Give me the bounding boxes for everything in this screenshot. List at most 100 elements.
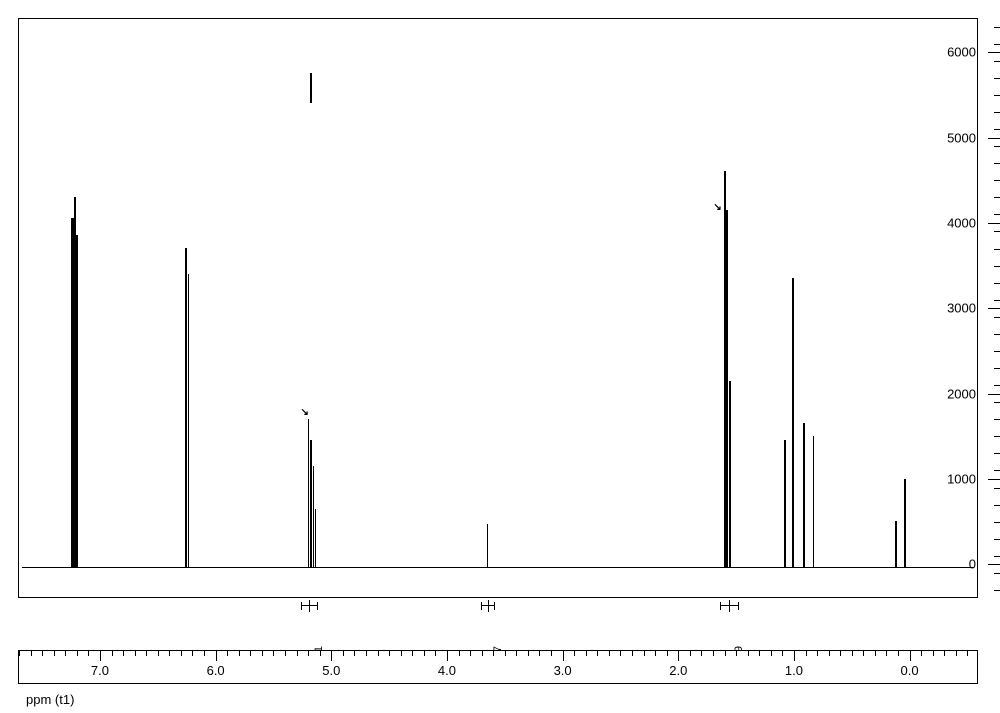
y-tick-minor — [994, 556, 1000, 557]
x-tick-minor — [551, 651, 552, 656]
x-tick-minor — [343, 651, 344, 656]
y-tick-minor — [994, 453, 1000, 454]
y-tick-minor — [994, 573, 1000, 574]
x-tick-minor — [771, 651, 772, 656]
x-tick-minor — [308, 651, 309, 656]
spectrum-peak — [784, 440, 786, 568]
x-tick-minor — [192, 651, 193, 656]
y-tick-label: 4000 — [947, 215, 976, 230]
x-tick-label: 4.0 — [438, 663, 456, 678]
x-tick-minor — [239, 651, 240, 656]
spectrum-peak — [313, 466, 314, 568]
x-tick-minor — [933, 651, 934, 656]
x-tick-minor — [42, 651, 43, 656]
spectrum-peak — [315, 509, 316, 569]
spectrum-peak — [813, 436, 815, 568]
x-tick-minor — [782, 651, 783, 656]
x-tick-minor — [123, 651, 124, 656]
y-tick-major — [988, 479, 1000, 480]
x-tick-minor — [898, 651, 899, 656]
x-tick-minor — [967, 651, 968, 656]
y-tick-minor — [994, 197, 1000, 198]
y-tick-minor — [994, 505, 1000, 506]
y-tick-major — [988, 223, 1000, 224]
y-tick-minor — [994, 214, 1000, 215]
x-tick-minor — [88, 651, 89, 656]
x-tick-minor — [852, 651, 853, 656]
y-tick-minor — [994, 351, 1000, 352]
y-tick-minor — [994, 163, 1000, 164]
x-tick-label: 6.0 — [207, 663, 225, 678]
x-tick-minor — [285, 651, 286, 656]
x-tick-minor — [389, 651, 390, 656]
baseline — [22, 567, 974, 568]
x-tick-minor — [435, 651, 436, 656]
x-tick-minor — [817, 651, 818, 656]
x-tick-minor — [482, 651, 483, 656]
x-tick-minor — [921, 651, 922, 656]
x-tick-minor — [528, 651, 529, 656]
x-tick-minor — [112, 651, 113, 656]
y-tick-minor — [994, 44, 1000, 45]
x-tick-minor — [806, 651, 807, 656]
x-tick-minor — [597, 651, 598, 656]
x-tick-minor — [401, 651, 402, 656]
y-tick-minor — [994, 317, 1000, 318]
x-tick-major — [447, 651, 448, 661]
plot-area — [22, 22, 974, 594]
integral-mark — [309, 600, 310, 612]
y-tick-minor — [994, 249, 1000, 250]
y-tick-minor — [994, 539, 1000, 540]
x-tick-minor — [169, 651, 170, 656]
x-tick-minor — [736, 651, 737, 656]
x-tick-minor — [655, 651, 656, 656]
y-tick-label: 3000 — [947, 301, 976, 316]
x-tick-label: 2.0 — [669, 663, 687, 678]
y-tick-minor — [994, 266, 1000, 267]
y-tick-minor — [994, 470, 1000, 471]
y-tick-minor — [994, 385, 1000, 386]
y-tick-major — [988, 52, 1000, 53]
x-tick-minor — [886, 651, 887, 656]
x-tick-minor — [204, 651, 205, 656]
x-tick-minor — [250, 651, 251, 656]
x-tick-label: 0.0 — [901, 663, 919, 678]
x-tick-minor — [620, 651, 621, 656]
x-tick-minor — [690, 651, 691, 656]
x-tick-major — [100, 651, 101, 661]
x-tick-minor — [539, 651, 540, 656]
y-tick-minor — [994, 78, 1000, 79]
y-tick-minor — [994, 146, 1000, 147]
x-tick-minor — [31, 651, 32, 656]
y-tick-minor — [994, 129, 1000, 130]
y-tick-minor — [994, 283, 1000, 284]
x-tick-minor — [840, 651, 841, 656]
integral-mark — [488, 600, 489, 612]
y-tick-minor — [994, 27, 1000, 28]
x-tick-label: 3.0 — [554, 663, 572, 678]
x-tick-label: 1.0 — [785, 663, 803, 678]
y-tick-label: 0 — [969, 557, 976, 572]
x-tick-minor — [725, 651, 726, 656]
x-tick-major — [678, 651, 679, 661]
x-tick-minor — [632, 651, 633, 656]
x-tick-label: 7.0 — [91, 663, 109, 678]
x-tick-minor — [65, 651, 66, 656]
x-tick-minor — [470, 651, 471, 656]
y-tick-major — [988, 308, 1000, 309]
x-tick-minor — [297, 651, 298, 656]
spectrum-peak — [308, 419, 309, 568]
x-tick-major — [910, 651, 911, 661]
x-tick-major — [794, 651, 795, 661]
x-tick-minor — [956, 651, 957, 656]
x-tick-label: 5.0 — [322, 663, 340, 678]
y-tick-label: 5000 — [947, 130, 976, 145]
x-tick-minor — [227, 651, 228, 656]
x-tick-minor — [320, 651, 321, 656]
y-tick-label: 1000 — [947, 472, 976, 487]
spectrum-peak — [487, 524, 489, 568]
x-tick-minor — [459, 651, 460, 656]
spectrum-peak — [803, 423, 805, 568]
x-tick-minor — [609, 651, 610, 656]
x-tick-minor — [412, 651, 413, 656]
